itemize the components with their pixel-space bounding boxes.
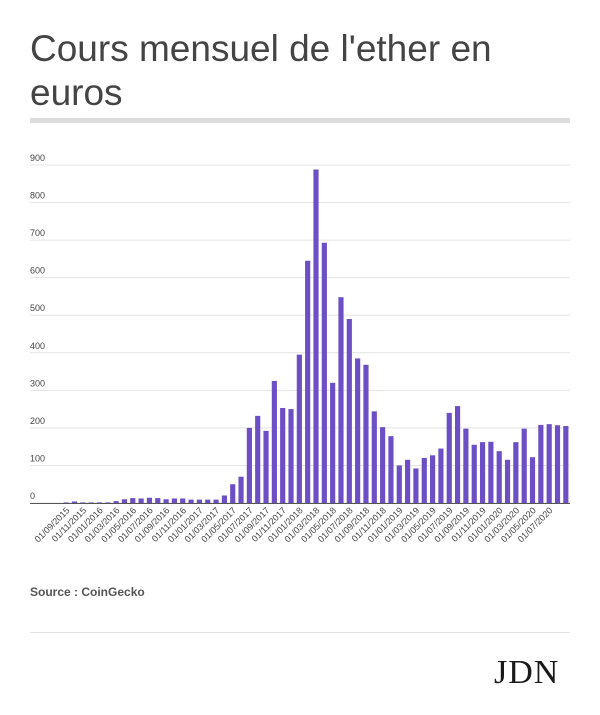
- bar: [554, 425, 561, 503]
- bar: [238, 476, 244, 503]
- y-tick-label: 300: [30, 378, 45, 388]
- bar: [405, 459, 411, 503]
- bar: [438, 448, 444, 503]
- bar: [563, 426, 569, 503]
- bar: [296, 354, 302, 503]
- bar: [454, 406, 461, 503]
- bar: [255, 415, 261, 503]
- bar: [488, 441, 494, 503]
- bar: [346, 318, 352, 503]
- bar: [163, 499, 169, 503]
- bar-chart: 0 100 200 300 400 500 600 700 800 900 01/09/20150…: [30, 153, 570, 544]
- bar: [396, 465, 402, 503]
- bar: [421, 457, 427, 503]
- bar: [446, 412, 452, 503]
- bar: [496, 451, 502, 503]
- jdn-logo: JDN: [494, 654, 560, 691]
- y-tick-label: 800: [30, 191, 45, 201]
- bar: [171, 498, 178, 503]
- bar: [196, 499, 202, 503]
- bar: [538, 424, 544, 503]
- bar: [355, 358, 361, 503]
- y-tick-label: 100: [30, 453, 45, 463]
- bar: [280, 407, 286, 503]
- y-tick-label: 200: [30, 416, 45, 426]
- bar: [388, 436, 394, 503]
- bar: [513, 442, 519, 503]
- y-tick-label: 700: [30, 228, 45, 238]
- bar: [529, 457, 536, 503]
- bar: [413, 468, 419, 503]
- bar: [146, 497, 153, 503]
- page-title: Cours mensuel de l'ether en euros: [30, 28, 492, 113]
- bar: [546, 424, 552, 503]
- bar: [205, 499, 211, 503]
- bar: [463, 428, 469, 503]
- bar: [230, 484, 236, 503]
- y-tick-label: 600: [30, 266, 45, 276]
- grid-lines: [30, 164, 570, 504]
- bar: [271, 380, 277, 503]
- bar: [338, 297, 344, 503]
- bar: [521, 428, 527, 503]
- bar: [188, 499, 194, 503]
- bar: [180, 498, 186, 503]
- y-tick-label: 500: [30, 303, 45, 313]
- bar: [330, 382, 336, 503]
- bar: [121, 499, 128, 503]
- bar: [96, 502, 103, 503]
- bar: [371, 411, 377, 503]
- bar: [105, 502, 111, 503]
- bar: [430, 455, 436, 503]
- title-divider: [30, 118, 570, 123]
- bar: [213, 499, 219, 503]
- y-tick-label: 900: [30, 153, 45, 163]
- bar: [88, 502, 94, 503]
- y-tick-label: 400: [30, 341, 45, 351]
- y-tick-label: 0: [30, 491, 35, 501]
- bar: [479, 442, 486, 503]
- bar: [130, 498, 136, 503]
- bar: [288, 409, 294, 503]
- bar: [246, 427, 252, 503]
- source-note: Source : CoinGecko: [30, 585, 145, 599]
- bar: [71, 501, 78, 503]
- bar: [313, 169, 319, 504]
- bar: [305, 260, 311, 503]
- bars: [63, 169, 569, 504]
- bar: [155, 498, 161, 503]
- bar: [504, 459, 511, 503]
- bar: [63, 502, 69, 503]
- footer-divider: [30, 632, 570, 633]
- bar: [380, 427, 386, 503]
- x-axis-tick-labels: 01/09/201501/11/201501/01/201601/03/2016…: [33, 505, 555, 544]
- bar: [138, 498, 144, 503]
- bar: [363, 364, 369, 503]
- bar: [321, 242, 327, 503]
- bar: [263, 430, 269, 503]
- bar: [113, 501, 119, 503]
- bar: [80, 502, 86, 503]
- bar: [221, 495, 227, 503]
- bar: [471, 444, 477, 503]
- y-axis-tick-labels: 0 100 200 300 400 500 600 700 800 900: [30, 153, 45, 501]
